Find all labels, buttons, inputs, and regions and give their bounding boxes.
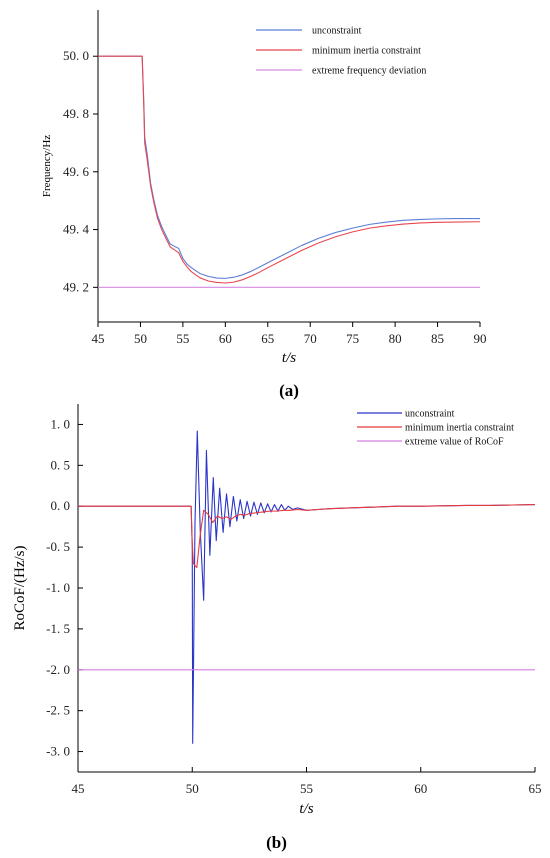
x-tick-label: 80: [389, 331, 402, 346]
series-line-1: [78, 504, 536, 569]
figure-caption: (a): [279, 381, 299, 400]
y-tick-label: 1. 0: [51, 416, 71, 431]
figure-caption: (b): [266, 833, 287, 852]
x-tick-label: 70: [304, 331, 317, 346]
x-tick-label: 75: [346, 331, 359, 346]
x-tick-label: 50: [134, 331, 147, 346]
x-tick-label: 55: [176, 331, 189, 346]
legend-label-1: minimum inertia constraint: [405, 423, 514, 434]
y-tick-label: -2. 0: [46, 662, 70, 677]
legend-label-2: extreme value of RoCoF: [405, 437, 504, 448]
series-line-1: [98, 55, 481, 284]
x-tick-label: 90: [474, 331, 487, 346]
x-tick-label: 65: [261, 331, 274, 346]
y-axis-label: Frequency/Hz: [41, 135, 53, 197]
x-tick-label: 45: [72, 781, 85, 796]
y-axis-label: RoCoF/(Hz/s): [12, 545, 28, 630]
y-tick-label: -2. 5: [46, 703, 70, 718]
legend-label-0: unconstraint: [312, 26, 362, 37]
y-tick-label: 0. 0: [51, 498, 71, 513]
x-tick-label: 85: [431, 331, 444, 346]
legend-label-1: minimum inertia constraint: [312, 46, 421, 57]
y-tick-label: -1. 5: [46, 621, 70, 636]
x-tick-label: 50: [186, 781, 199, 796]
y-tick-label: -0. 5: [46, 539, 70, 554]
y-tick-label: 49. 4: [63, 222, 90, 237]
legend-label-0: unconstraint: [405, 409, 455, 420]
legend-label-2: extreme frequency deviation: [312, 66, 426, 77]
x-axis-label: t/s: [282, 350, 296, 366]
y-tick-label: 50. 0: [63, 48, 89, 63]
y-tick-label: -1. 0: [46, 580, 70, 595]
x-tick-label: 65: [529, 781, 542, 796]
x-tick-label: 60: [414, 781, 427, 796]
y-tick-label: -3. 0: [46, 744, 70, 759]
y-tick-label: 49. 2: [63, 279, 89, 294]
x-tick-label: 45: [92, 331, 105, 346]
y-tick-label: 49. 6: [63, 164, 90, 179]
x-tick-label: 60: [219, 331, 232, 346]
series-line-0: [78, 430, 536, 744]
chart-b: 45 50 55 60 65 1. 0 0. 5 0. 0 -0. 5 -1. 0 -1. 5 -2.…: [12, 404, 542, 852]
x-tick-label: 55: [300, 781, 313, 796]
y-tick-label: 49. 8: [63, 106, 89, 121]
series-line-0: [98, 55, 480, 279]
chart-a: 45 50 55 60 65 70 75 80 85 90 49. 2 49. 4 49. 6 49. 8…: [41, 10, 487, 400]
x-axis-label: t/s: [299, 801, 313, 817]
y-tick-label: 0. 5: [51, 457, 71, 472]
